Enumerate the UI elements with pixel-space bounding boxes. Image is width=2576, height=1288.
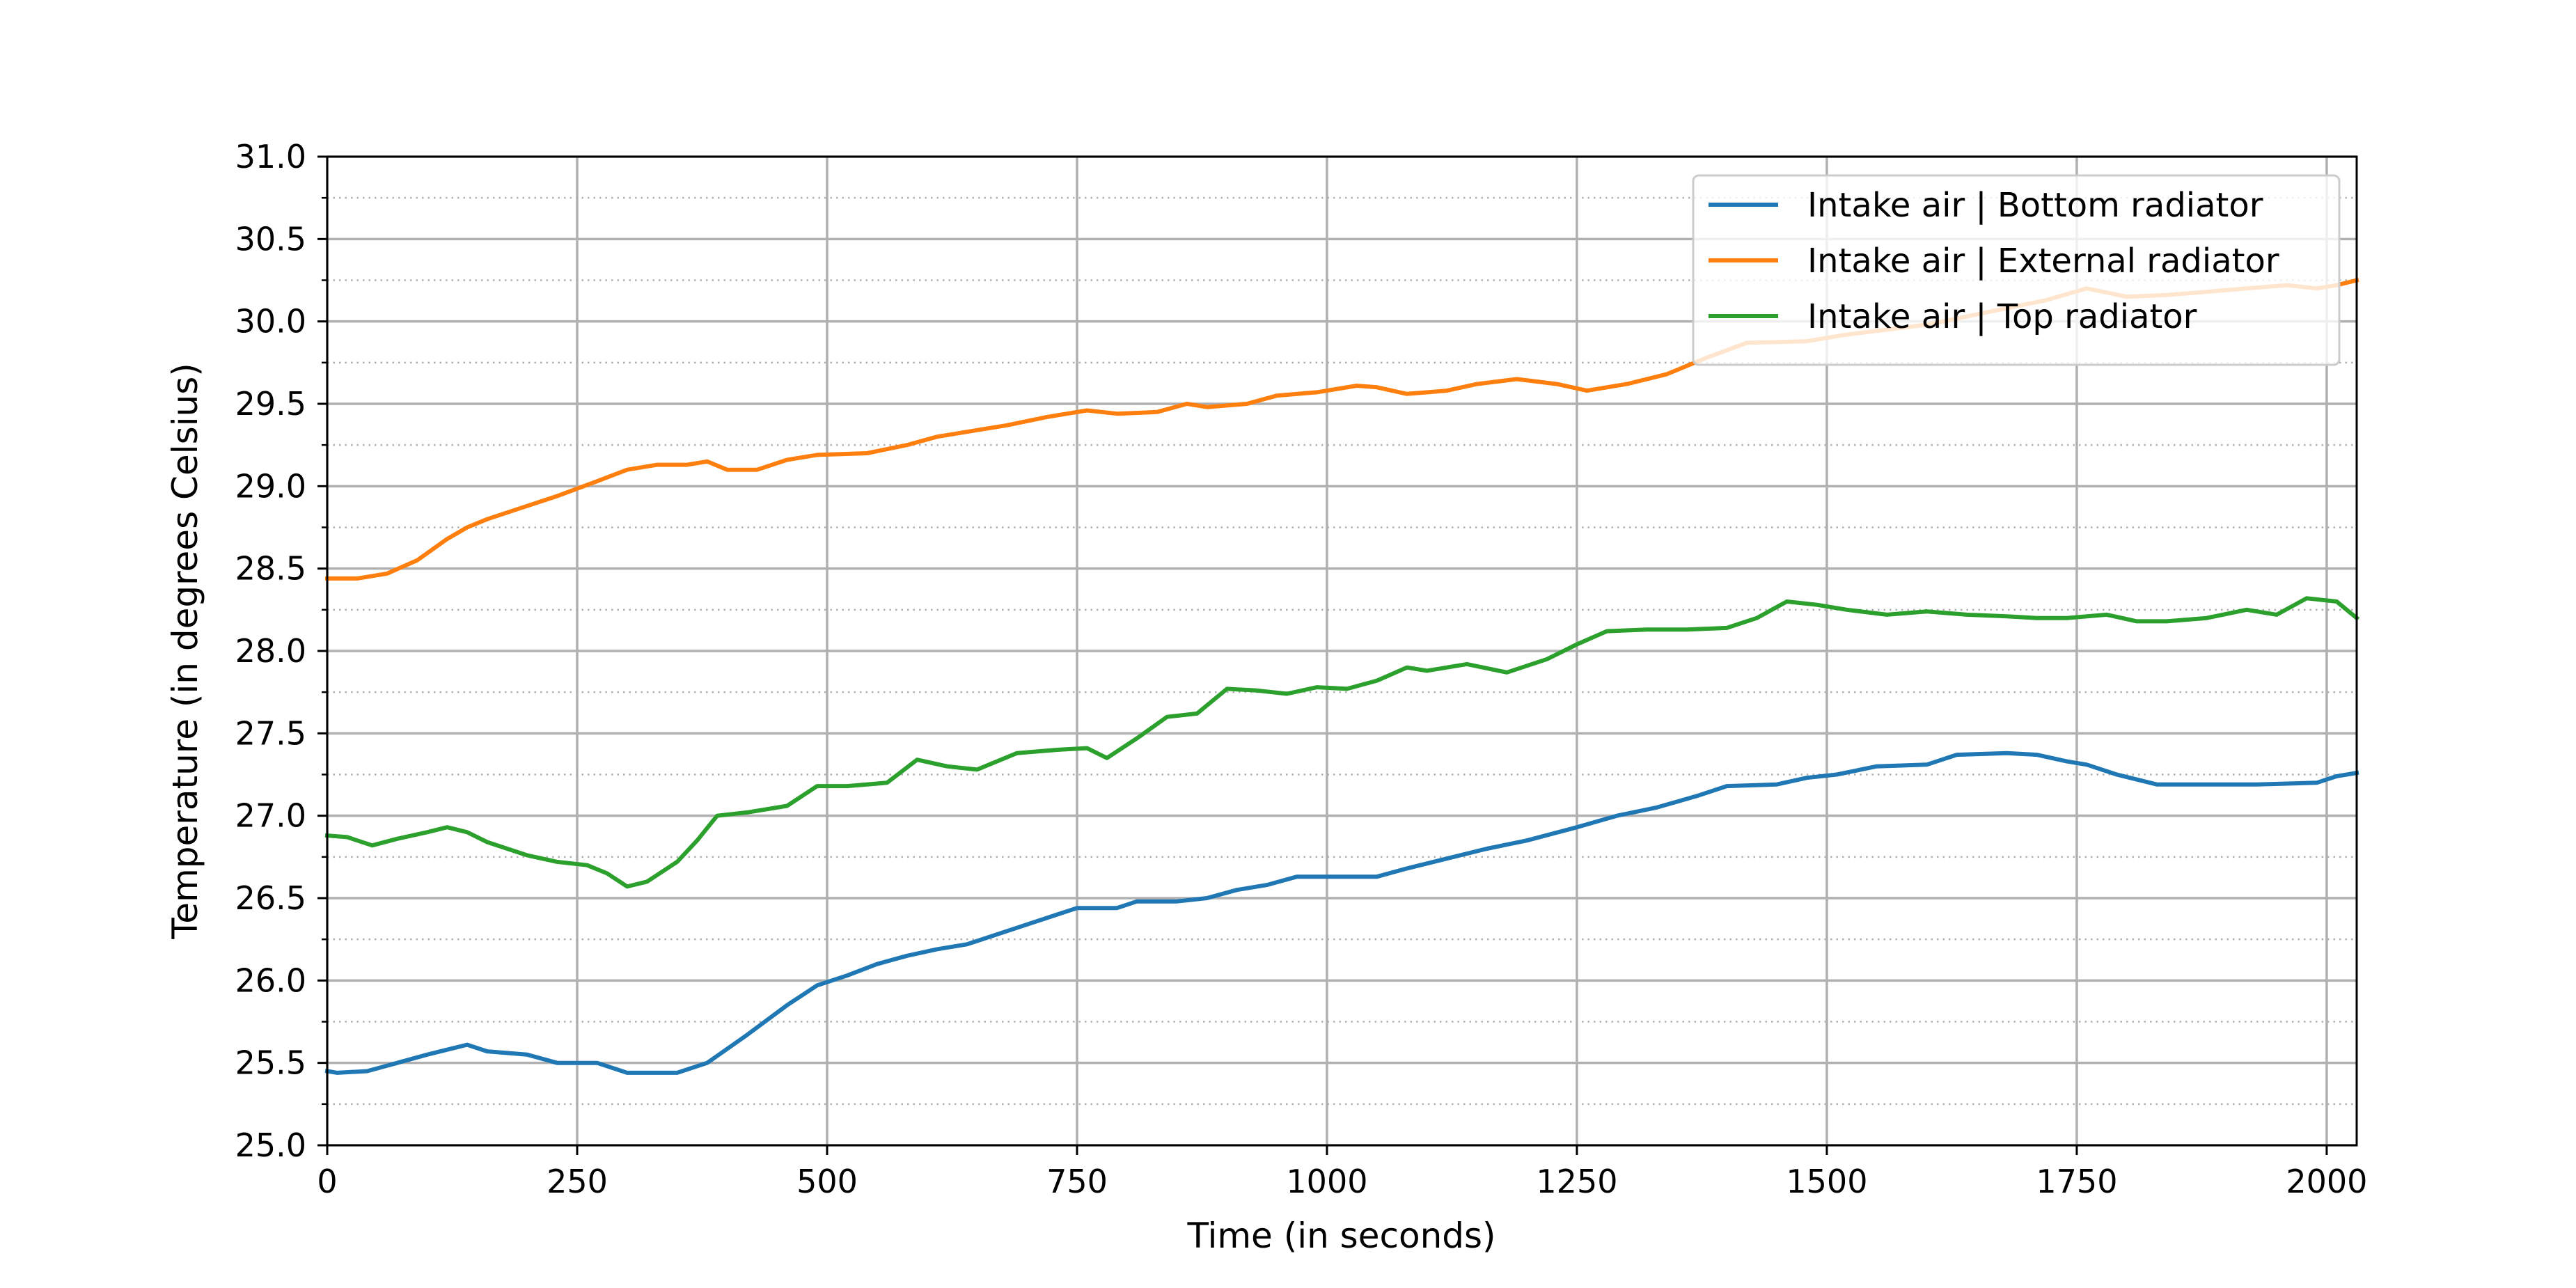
y-tick-label: 28.0 bbox=[235, 632, 306, 670]
y-axis-label: Temperature (in degrees Celsius) bbox=[165, 363, 205, 940]
y-tick-label: 28.5 bbox=[235, 550, 306, 588]
y-tick-label: 29.0 bbox=[235, 467, 306, 505]
legend-label: Intake air | External radiator bbox=[1807, 242, 2279, 281]
legend-label: Intake air | Top radiator bbox=[1807, 297, 2197, 336]
series-line-1 bbox=[324, 751, 2359, 1075]
x-tick-label: 0 bbox=[317, 1163, 337, 1200]
y-tick-label: 25.5 bbox=[235, 1044, 306, 1082]
y-tick-label: 31.0 bbox=[235, 138, 306, 175]
minor-grid bbox=[327, 196, 2357, 1106]
legend-label: Intake air | Bottom radiator bbox=[1807, 186, 2263, 225]
y-tick-label: 30.0 bbox=[235, 303, 306, 340]
y-tick-label: 26.5 bbox=[235, 879, 306, 917]
y-tick-label: 25.0 bbox=[235, 1126, 306, 1164]
legend-box bbox=[1692, 174, 2341, 366]
y-tick-label: 29.5 bbox=[235, 385, 306, 423]
x-tick-label: 1500 bbox=[1786, 1163, 1867, 1200]
x-tick-label: 250 bbox=[547, 1163, 608, 1200]
y-tick-label: 27.0 bbox=[235, 797, 306, 835]
x-tick-label: 750 bbox=[1046, 1163, 1108, 1200]
y-tick-label: 30.5 bbox=[235, 220, 306, 258]
x-tick-label: 1000 bbox=[1286, 1163, 1367, 1200]
x-axis: 0 250 500 750 1000 1250 1500 1750 2000 bbox=[317, 1145, 2367, 1200]
x-tick-label: 1750 bbox=[2036, 1163, 2117, 1200]
series-line-3 bbox=[324, 596, 2360, 889]
x-axis-label: Time (in seconds) bbox=[1186, 1216, 1495, 1256]
x-tick-label: 2000 bbox=[2286, 1163, 2367, 1200]
y-tick-label: 26.0 bbox=[235, 961, 306, 999]
x-tick-label: 1250 bbox=[1536, 1163, 1617, 1200]
y-tick-label: 27.5 bbox=[235, 714, 306, 752]
x-tick-label: 500 bbox=[796, 1163, 858, 1200]
y-axis: 25.0 25.5 26.0 26.5 27.0 27.5 28.0 28.5 29.0 29.5… bbox=[235, 138, 327, 1164]
legend: Intake air | Bottom radiator Intake air |… bbox=[1692, 174, 2341, 366]
